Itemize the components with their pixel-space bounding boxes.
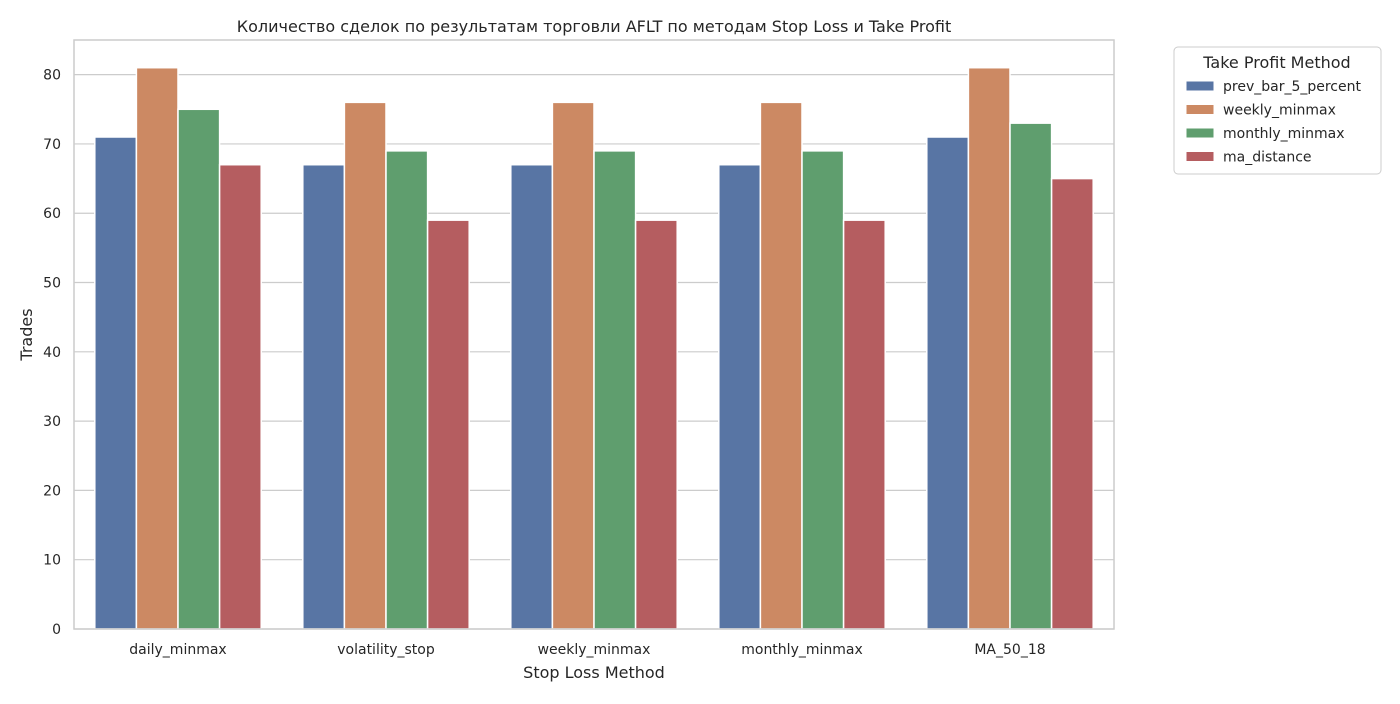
y-tick-label: 40 [43, 345, 61, 361]
x-tick-label: volatility_stop [337, 642, 435, 658]
legend-label: monthly_minmax [1223, 126, 1345, 142]
chart-title: Количество сделок по результатам торговл… [237, 17, 951, 36]
bar-weekly_minmax-MA_50_18 [967, 66, 1011, 630]
legend-label: prev_bar_5_percent [1223, 79, 1361, 95]
bar-monthly_minmax-daily_minmax [177, 108, 221, 630]
legend-swatch-weekly_minmax [1185, 104, 1215, 115]
y-tick-label: 30 [43, 414, 61, 430]
legend-swatch-monthly_minmax [1185, 127, 1215, 139]
bar-ma_distance-volatility_stop [426, 219, 470, 630]
y-tick-label: 10 [43, 553, 61, 569]
legend-swatch-ma_distance [1185, 151, 1215, 162]
bar-monthly_minmax-MA_50_18 [1009, 122, 1053, 630]
bar-prev_bar_5_percent-daily_minmax [94, 136, 138, 630]
bars [94, 66, 1094, 630]
bar-ma_distance-MA_50_18 [1050, 177, 1094, 630]
bar-prev_bar_5_percent-MA_50_18 [926, 136, 970, 630]
legend-label: weekly_minmax [1223, 103, 1336, 119]
y-axis-label: Trades [17, 308, 36, 361]
bar-weekly_minmax-volatility_stop [343, 101, 387, 630]
x-tick-label: monthly_minmax [741, 642, 863, 658]
bar-monthly_minmax-volatility_stop [385, 150, 429, 630]
bar-monthly_minmax-weekly_minmax [593, 150, 637, 630]
y-tick-label: 80 [43, 68, 61, 84]
y-tick-label: 70 [43, 137, 61, 153]
legend-swatch-prev_bar_5_percent [1185, 80, 1215, 92]
y-tick-label: 0 [52, 622, 61, 638]
bar-prev_bar_5_percent-monthly_minmax [718, 163, 762, 630]
legend-label: ma_distance [1223, 150, 1312, 166]
x-tick-label: weekly_minmax [538, 642, 651, 658]
x-tick-label: daily_minmax [129, 642, 226, 658]
y-tick-label: 50 [43, 276, 61, 292]
bar-ma_distance-daily_minmax [218, 163, 262, 630]
bar-prev_bar_5_percent-weekly_minmax [510, 163, 554, 630]
bar-weekly_minmax-weekly_minmax [551, 101, 595, 630]
y-tick-labels: 0 10 20 30 40 50 60 70 80 [43, 68, 61, 638]
legend-items: prev_bar_5_percent weekly_minmax monthly_m… [1185, 79, 1361, 166]
legend-box [1173, 46, 1382, 175]
bar-ma_distance-monthly_minmax [842, 219, 886, 630]
bar-weekly_minmax-daily_minmax [135, 66, 179, 630]
y-tick-label: 20 [43, 483, 61, 499]
bar-ma_distance-weekly_minmax [634, 219, 678, 630]
bar-weekly_minmax-monthly_minmax [759, 101, 803, 630]
bar-monthly_minmax-monthly_minmax [801, 150, 845, 630]
x-tick-labels: daily_minmax volatility_stop weekly_minmax… [129, 642, 1045, 658]
x-axis-label: Stop Loss Method [523, 663, 665, 682]
plot-frame [73, 39, 1115, 630]
legend: Take Profit Method prev_bar_5_percentwee… [1173, 46, 1382, 175]
y-tick-label: 60 [43, 206, 61, 222]
bar-prev_bar_5_percent-volatility_stop [302, 163, 346, 630]
x-tick-label: MA_50_18 [974, 642, 1045, 658]
legend-title: Take Profit Method [1202, 53, 1350, 72]
